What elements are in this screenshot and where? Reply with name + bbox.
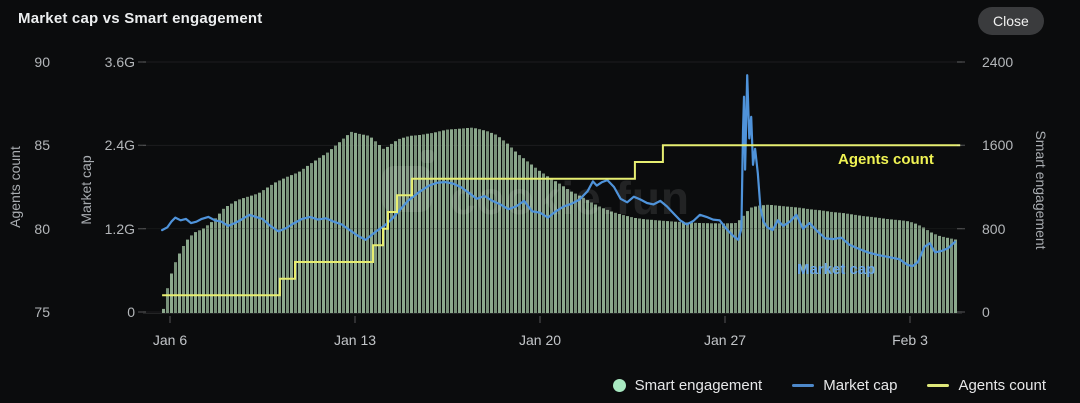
engagement-axis-title: Smart engagement — [1033, 130, 1049, 250]
smart-engagement-dot-icon — [612, 379, 626, 392]
marketcap-axis-title: Market cap — [78, 155, 94, 225]
agents-axis-tick-85: 85 — [34, 137, 50, 153]
x-axis-tick-jan13: Jan 13 — [333, 332, 377, 348]
agents-axis-title: Agents count — [7, 146, 23, 228]
x-axis-tick-jan6: Jan 6 — [152, 332, 188, 348]
legend-label: Agents count — [958, 377, 1046, 394]
market-cap-line-icon — [792, 384, 815, 387]
watermark-text: cookie.fun — [450, 172, 690, 224]
cookie-logo-icon — [382, 166, 432, 212]
x-axis-tick-jan20: Jan 20 — [518, 332, 562, 348]
legend-item-market-cap[interactable]: Market cap — [792, 377, 897, 394]
market-cap-annotation: Market cap — [797, 261, 876, 278]
page-title: Market cap vs Smart engagement — [18, 10, 263, 27]
x-axis-tick-jan27: Jan 27 — [703, 332, 747, 348]
engagement-axis-tick-1600: 1600 — [982, 137, 1014, 153]
legend-item-smart-engagement[interactable]: Smart engagement — [612, 377, 763, 394]
engagement-axis-tick-0: 0 — [982, 304, 990, 320]
legend-label: Market cap — [823, 377, 898, 394]
close-button[interactable]: Close — [978, 7, 1044, 35]
engagement-axis-tick-2400: 2400 — [982, 54, 1014, 70]
agents-axis-tick-75: 75 — [34, 304, 50, 320]
marketcap-axis-tick-3_6g: 3.6G — [104, 54, 135, 70]
marketcap-axis-tick-1_2g: 1.2G — [104, 221, 135, 237]
legend-item-agents-count[interactable]: Agents count — [927, 377, 1046, 394]
marketcap-axis-tick-2_4g: 2.4G — [104, 137, 135, 153]
legend: Smart engagement Market cap Agents count — [612, 377, 1046, 394]
legend-label: Smart engagement — [634, 377, 763, 394]
agents-axis-tick-80: 80 — [34, 221, 50, 237]
x-axis-tick-feb3: Feb 3 — [892, 332, 928, 348]
agents-count-line-icon — [927, 384, 950, 387]
engagement-axis-tick-800: 800 — [982, 221, 1006, 237]
agents-count-annotation: Agents count — [838, 151, 934, 168]
cookie-logo-crumb-icon — [421, 150, 434, 163]
watermark: cookie.fun — [382, 150, 690, 224]
marketcap-axis-tick-0: 0 — [127, 304, 135, 320]
agents-axis-tick-90: 90 — [34, 54, 50, 70]
